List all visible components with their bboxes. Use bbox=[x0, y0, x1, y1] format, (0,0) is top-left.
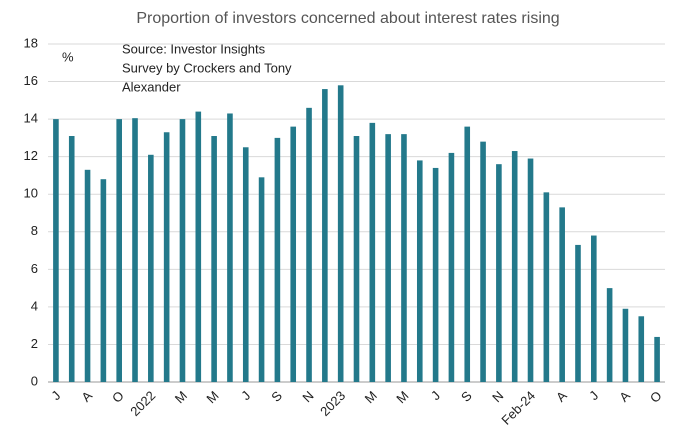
bar bbox=[511, 151, 518, 382]
bar bbox=[242, 147, 249, 382]
bar bbox=[432, 167, 439, 382]
x-tick-label: J bbox=[238, 388, 253, 403]
chart-title: Proportion of investors concerned about … bbox=[136, 10, 559, 27]
bar bbox=[290, 126, 297, 382]
bar bbox=[148, 154, 154, 382]
bar bbox=[68, 136, 75, 382]
bar bbox=[606, 288, 613, 382]
bar bbox=[654, 336, 660, 382]
x-tick-label: S bbox=[268, 388, 285, 405]
bar bbox=[401, 134, 407, 382]
bar bbox=[527, 158, 534, 382]
y-tick-label: 4 bbox=[31, 298, 38, 313]
x-tick-label: Feb-24 bbox=[498, 388, 538, 428]
bar bbox=[84, 169, 91, 382]
x-tick-label: N bbox=[489, 388, 506, 405]
y-tick-label: 8 bbox=[31, 223, 38, 238]
y-tick-label: 18 bbox=[24, 35, 38, 50]
bar bbox=[337, 85, 344, 383]
bar bbox=[53, 119, 59, 382]
bar bbox=[211, 136, 217, 382]
bar bbox=[353, 136, 360, 382]
y-tick-label: 12 bbox=[24, 148, 38, 163]
bar bbox=[543, 192, 550, 382]
bar bbox=[464, 126, 471, 382]
x-tick-label: J bbox=[48, 388, 63, 403]
bar bbox=[322, 89, 328, 383]
x-tick-label: M bbox=[362, 388, 380, 406]
bar bbox=[559, 207, 565, 382]
x-tick-label: J bbox=[428, 388, 443, 403]
bar bbox=[496, 164, 502, 382]
y-tick-label: 0 bbox=[31, 373, 38, 388]
x-tick-label: 2022 bbox=[127, 388, 158, 419]
x-tick-label: S bbox=[458, 388, 475, 405]
x-tick-label: A bbox=[616, 388, 633, 405]
bar bbox=[575, 244, 581, 382]
bar bbox=[416, 160, 423, 382]
bar bbox=[195, 111, 202, 382]
bar bbox=[132, 118, 138, 382]
y-tick-label: 6 bbox=[31, 261, 38, 276]
annotation: Survey by Crockers and Tony bbox=[122, 60, 292, 75]
x-tick-label: 2023 bbox=[317, 388, 348, 419]
bar bbox=[622, 308, 629, 382]
x-tick-label: O bbox=[647, 388, 665, 406]
bar bbox=[306, 107, 312, 382]
bar bbox=[480, 141, 486, 382]
y-tick-label: 2 bbox=[31, 336, 38, 351]
bar bbox=[274, 137, 281, 382]
bar bbox=[448, 152, 455, 382]
annotation: Alexander bbox=[122, 79, 181, 94]
bar bbox=[258, 177, 265, 382]
bar bbox=[385, 134, 391, 382]
x-tick-label: M bbox=[393, 388, 411, 406]
y-axis-label: % bbox=[62, 49, 74, 64]
bar bbox=[116, 119, 122, 382]
x-tick-label: J bbox=[586, 388, 601, 403]
bar bbox=[100, 179, 107, 382]
x-tick-label: M bbox=[203, 388, 221, 406]
bar bbox=[227, 113, 233, 382]
bar bbox=[163, 132, 170, 382]
bar bbox=[179, 119, 186, 382]
y-tick-label: 14 bbox=[24, 111, 38, 126]
x-tick-label: O bbox=[109, 388, 127, 406]
y-tick-label: 16 bbox=[24, 73, 38, 88]
bar bbox=[591, 235, 597, 382]
x-tick-label: A bbox=[78, 388, 95, 405]
x-tick-label: N bbox=[299, 388, 316, 405]
x-tick-label: A bbox=[553, 388, 570, 405]
y-tick-label: 10 bbox=[24, 186, 38, 201]
x-tick-label: M bbox=[172, 388, 190, 406]
bar bbox=[638, 316, 645, 382]
bar bbox=[369, 122, 376, 382]
annotation: Source: Investor Insights bbox=[122, 41, 266, 56]
